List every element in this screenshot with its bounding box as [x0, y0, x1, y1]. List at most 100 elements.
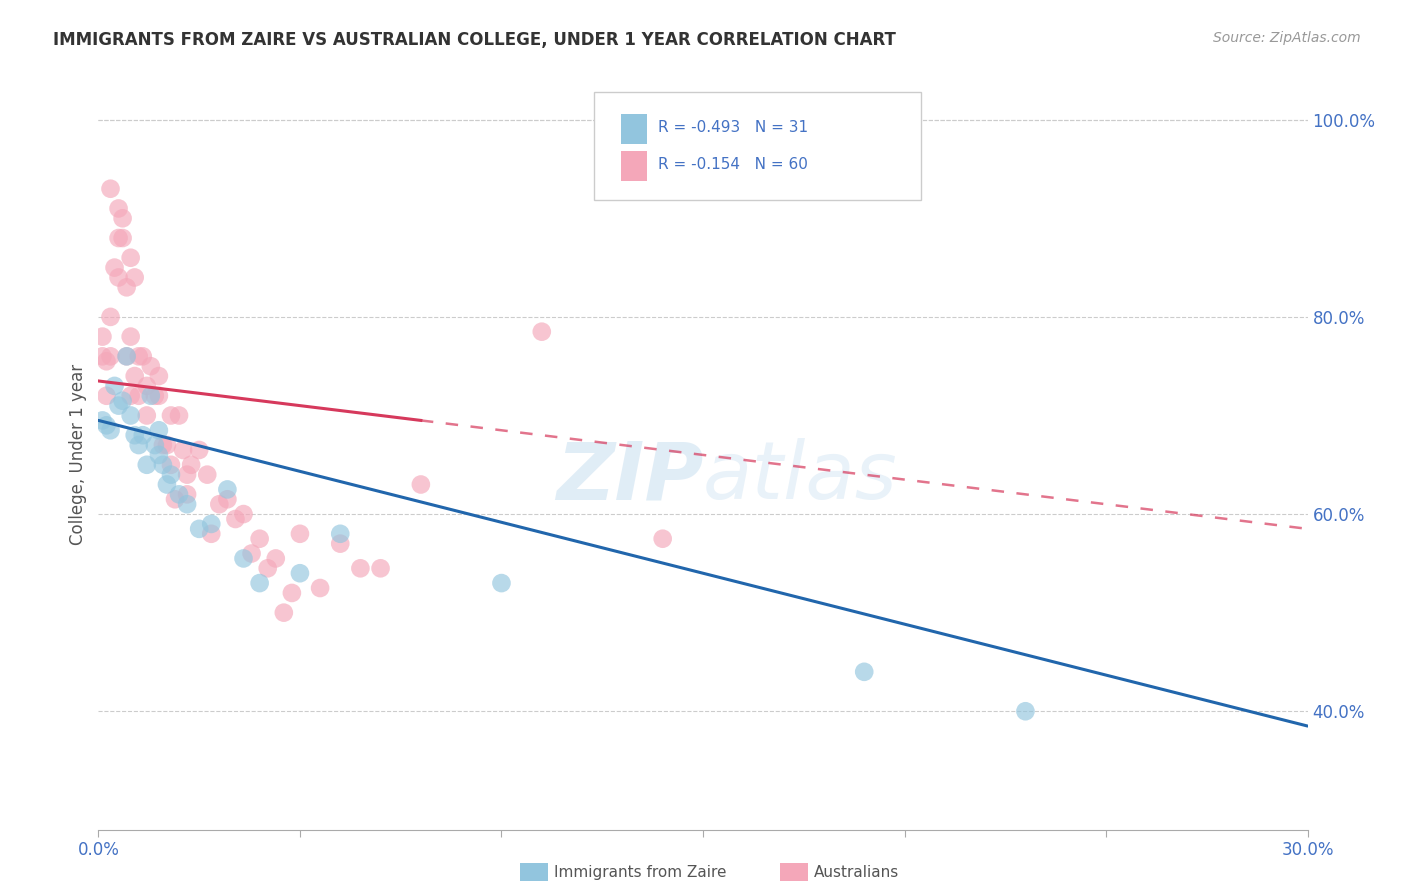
Point [120, 389, 142, 403]
Text: R = -0.493   N = 31: R = -0.493 N = 31 [658, 120, 808, 135]
Text: Australians: Australians [814, 865, 900, 880]
Point [217, 492, 239, 507]
Point [148, 448, 170, 462]
Point [107, 231, 129, 245]
Point [188, 522, 211, 536]
Point [281, 586, 304, 600]
Point [103, 260, 125, 275]
Point [115, 349, 138, 363]
Point [249, 532, 271, 546]
Point [329, 526, 352, 541]
Point [1014, 704, 1036, 718]
Point [111, 231, 134, 245]
Point [264, 551, 287, 566]
Point [128, 349, 150, 363]
Point [176, 487, 198, 501]
Point [167, 487, 190, 501]
FancyBboxPatch shape [595, 92, 921, 200]
Point [188, 442, 211, 457]
Text: Immigrants from Zaire: Immigrants from Zaire [554, 865, 727, 880]
Point [135, 409, 157, 423]
Point [132, 349, 155, 363]
Point [176, 467, 198, 482]
Point [160, 409, 183, 423]
Point [143, 389, 166, 403]
Point [100, 310, 122, 324]
Point [180, 458, 202, 472]
Point [309, 581, 332, 595]
Point [349, 561, 371, 575]
Point [139, 359, 162, 374]
Point [651, 532, 673, 546]
Point [100, 349, 122, 363]
Point [167, 409, 190, 423]
Point [156, 438, 179, 452]
Point [115, 349, 138, 363]
Point [217, 483, 239, 497]
Point [143, 438, 166, 452]
Point [491, 576, 513, 591]
Point [249, 576, 271, 591]
Point [172, 442, 194, 457]
Text: IMMIGRANTS FROM ZAIRE VS AUSTRALIAN COLLEGE, UNDER 1 YEAR CORRELATION CHART: IMMIGRANTS FROM ZAIRE VS AUSTRALIAN COLL… [53, 31, 896, 49]
Point [107, 202, 129, 216]
Point [200, 516, 222, 531]
Point [96, 418, 118, 433]
Point [107, 270, 129, 285]
Point [288, 566, 311, 581]
Point [530, 325, 553, 339]
Point [96, 389, 118, 403]
Point [208, 497, 231, 511]
Point [103, 379, 125, 393]
Point [139, 389, 162, 403]
Point [156, 477, 179, 491]
Point [152, 458, 174, 472]
Point [256, 561, 278, 575]
Point [329, 536, 352, 550]
Point [853, 665, 876, 679]
Point [232, 551, 254, 566]
Point [120, 409, 142, 423]
Point [91, 329, 114, 343]
FancyBboxPatch shape [621, 152, 647, 181]
Point [288, 526, 311, 541]
Point [135, 379, 157, 393]
Point [160, 467, 183, 482]
Point [124, 270, 146, 285]
Point [135, 458, 157, 472]
Point [370, 561, 392, 575]
Point [91, 349, 114, 363]
Point [128, 389, 150, 403]
Point [163, 492, 186, 507]
Text: ZIP: ZIP [555, 438, 703, 516]
Point [96, 354, 118, 368]
Text: R = -0.154   N = 60: R = -0.154 N = 60 [658, 158, 808, 172]
Text: Source: ZipAtlas.com: Source: ZipAtlas.com [1213, 31, 1361, 45]
Point [120, 329, 142, 343]
FancyBboxPatch shape [621, 114, 647, 144]
Point [100, 182, 122, 196]
Text: atlas: atlas [703, 438, 898, 516]
Point [100, 423, 122, 437]
Point [160, 458, 183, 472]
Point [111, 211, 134, 226]
Point [111, 393, 134, 408]
Point [91, 413, 114, 427]
Point [107, 399, 129, 413]
Y-axis label: College, Under 1 year: College, Under 1 year [69, 364, 87, 546]
Point [273, 606, 295, 620]
Point [176, 497, 198, 511]
Point [200, 526, 222, 541]
Point [124, 428, 146, 442]
Point [148, 369, 170, 384]
Point [148, 423, 170, 437]
Point [132, 428, 155, 442]
Point [195, 467, 218, 482]
Point [152, 438, 174, 452]
Point [224, 512, 246, 526]
Point [120, 251, 142, 265]
Point [124, 369, 146, 384]
Point [240, 547, 263, 561]
Point [128, 438, 150, 452]
Point [409, 477, 432, 491]
